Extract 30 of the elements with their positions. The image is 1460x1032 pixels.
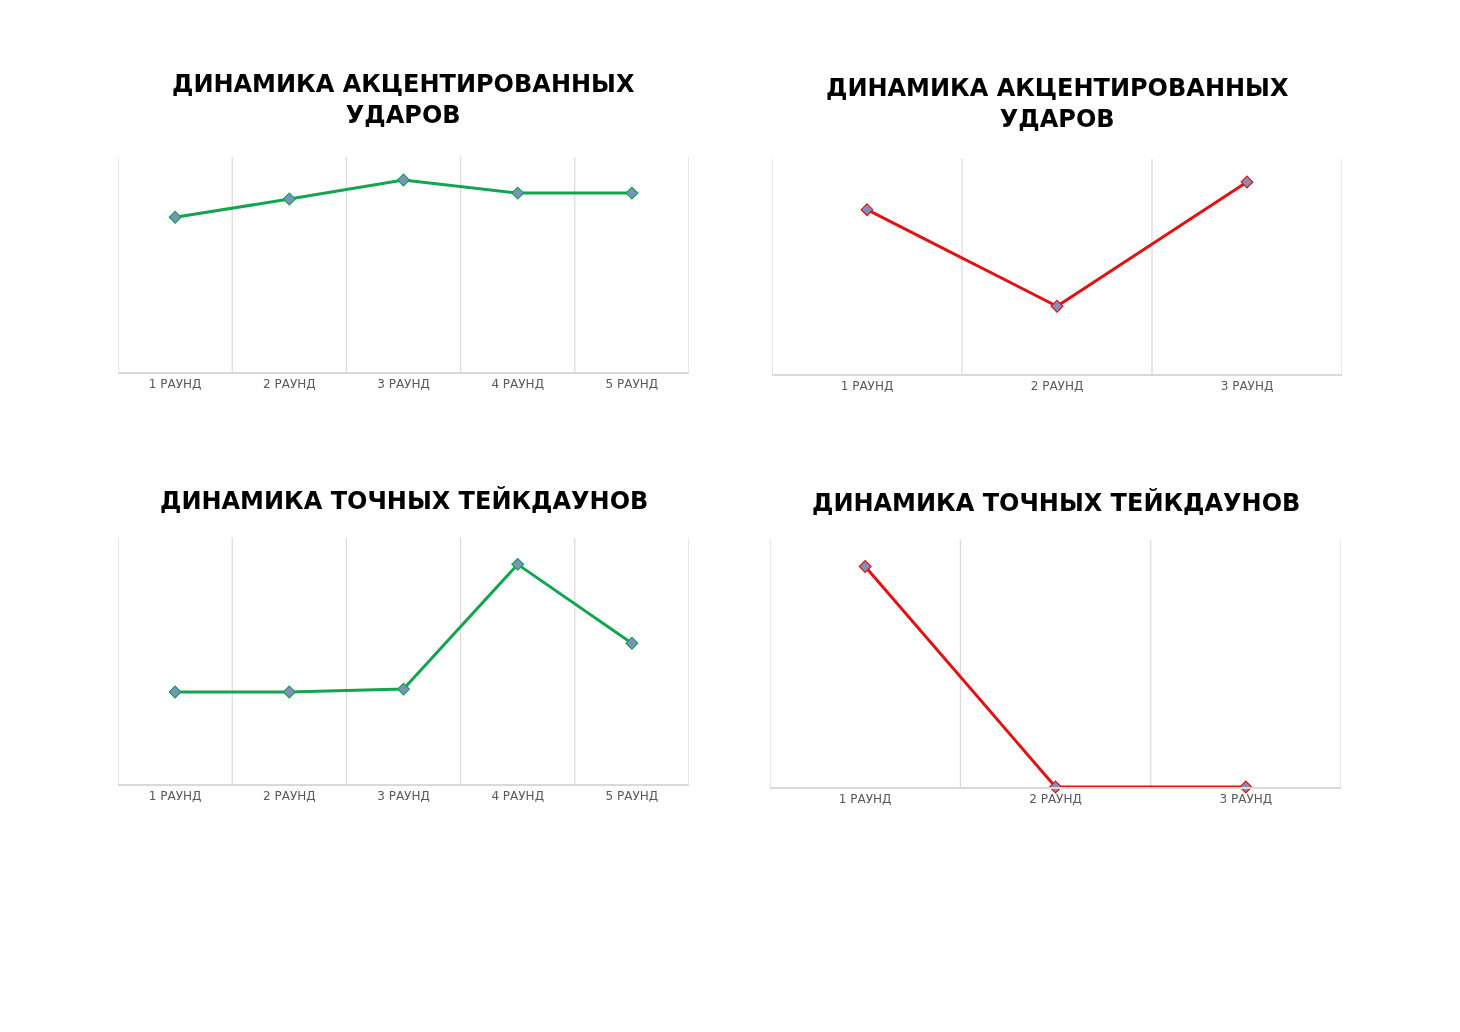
x-tick-label: 5 РАУНД: [605, 377, 659, 392]
point: [168, 210, 182, 224]
point: [282, 192, 296, 206]
x-tick-label: 3 РАУНД: [377, 789, 430, 804]
x-tick-label: 2 РАУНД: [263, 377, 316, 392]
point: [168, 685, 182, 699]
x-tick-label: 4 РАУНД: [491, 377, 544, 392]
x-tick-label: 1 РАУНД: [148, 789, 202, 804]
x-tick-label: 2 РАУНД: [263, 789, 316, 804]
chart-title: ДИНАМИКА АКЦЕНТИРОВАННЫХ УДАРОВ: [826, 74, 1289, 134]
x-tick-label: 1 РАУНД: [840, 379, 894, 394]
x-tick-label: 4 РАУНД: [491, 789, 544, 804]
x-tick-label: 2 РАУНД: [1030, 379, 1084, 394]
point: [625, 636, 639, 650]
chart-title: ДИНАМИКА АКЦЕНТИРОВАННЫХ УДАРОВ: [172, 70, 635, 130]
x-tick-label: 2 РАУНД: [1029, 792, 1082, 807]
point: [511, 186, 525, 200]
point: [397, 682, 410, 696]
x-tick-label: 1 РАУНД: [148, 377, 202, 392]
x-tick-label: 3 РАУНД: [1220, 379, 1274, 394]
x-tick-label: 1 РАУНД: [838, 792, 892, 807]
x-tick-label: 3 РАУНД: [377, 377, 430, 392]
chart-title: ДИНАМИКА ТОЧНЫХ ТЕЙКДАУНОВ: [812, 488, 1301, 517]
point: [397, 173, 410, 187]
chart-title: ДИНАМИКА ТОЧНЫХ ТЕЙКДАУНОВ: [160, 486, 649, 515]
x-tick-label: 5 РАУНД: [605, 789, 659, 804]
point: [511, 557, 525, 571]
x-tick-label: 3 РАУНД: [1219, 792, 1273, 807]
point: [625, 186, 639, 200]
point: [282, 685, 296, 699]
